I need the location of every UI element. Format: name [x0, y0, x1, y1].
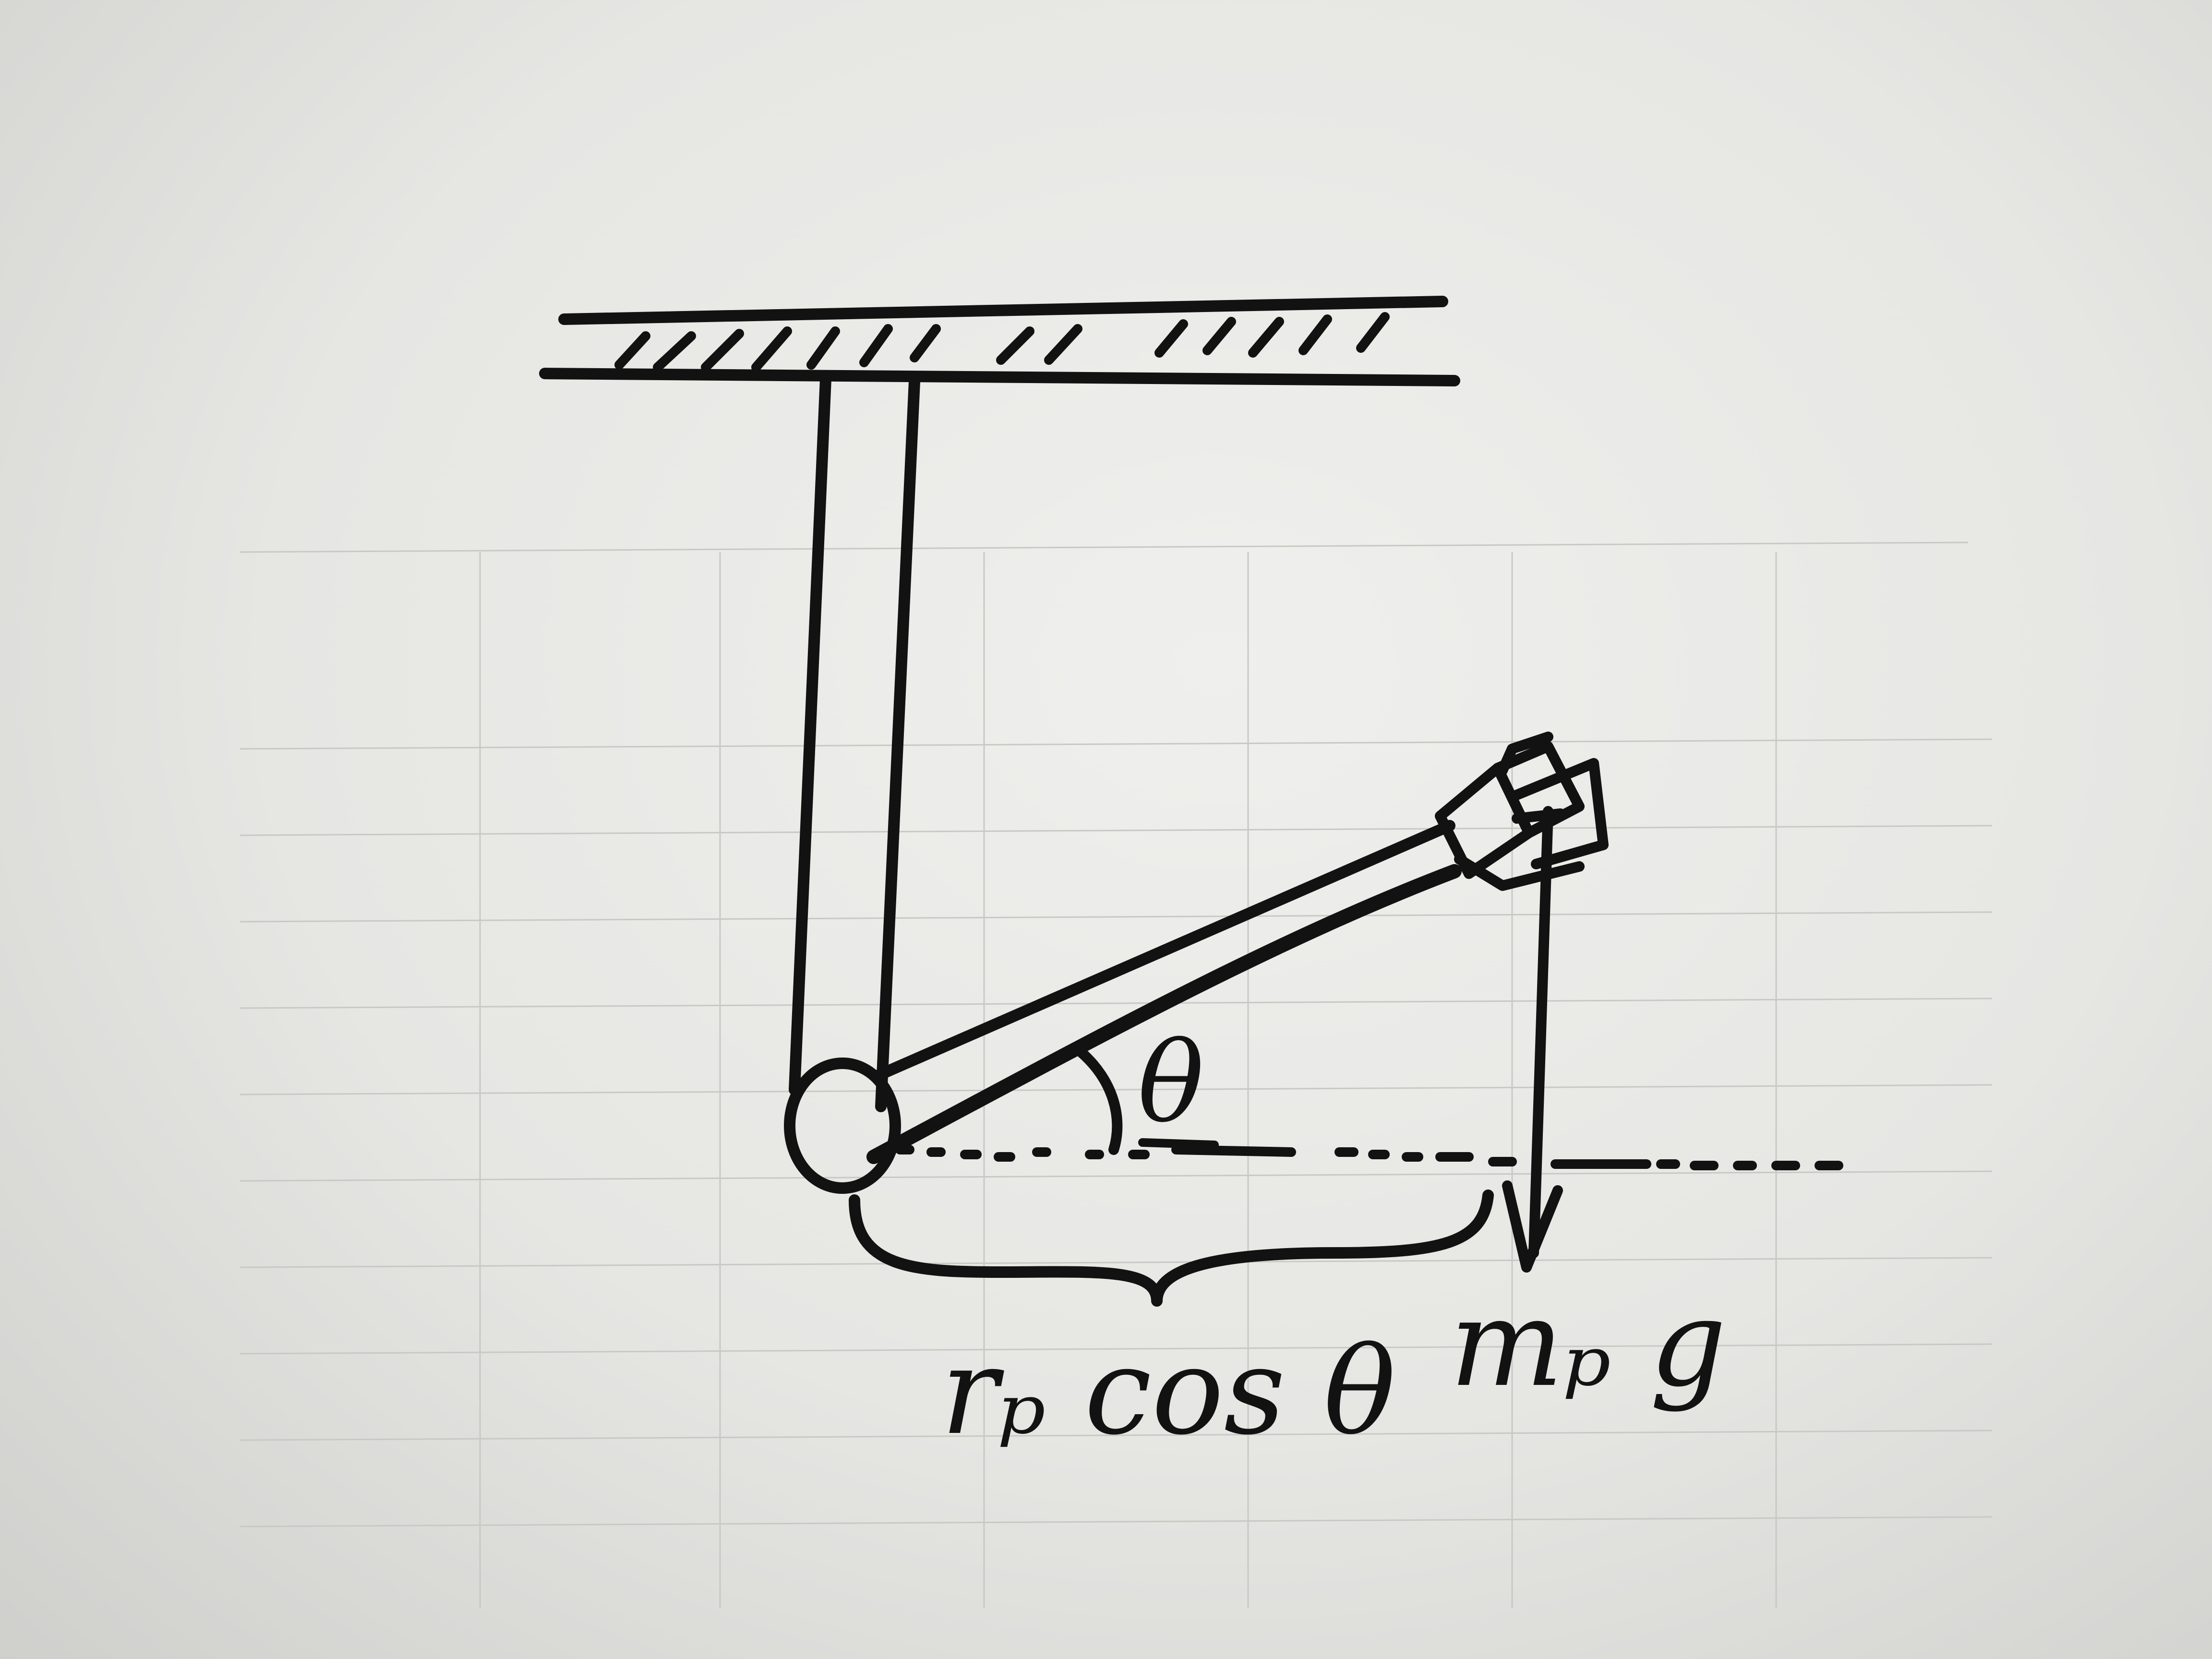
gripper	[1435, 732, 1609, 891]
horizontal-reference-line	[895, 1145, 1843, 1170]
bleed-through-grid	[240, 541, 1993, 1608]
pivot-joint	[784, 1058, 901, 1194]
moment-arm-brace	[849, 1190, 1494, 1307]
ceiling-support	[539, 296, 1460, 386]
weight-force-arrow	[1502, 806, 1563, 1273]
pendulum-arm	[866, 820, 1462, 1164]
ceiling-hatching	[614, 312, 1390, 372]
angle-label: θ	[1138, 1019, 1204, 1147]
angle-arc	[1075, 1046, 1123, 1155]
vertical-hanger	[789, 373, 920, 1112]
moment-arm-label: rₚ cos θ	[941, 1322, 1396, 1461]
force-label: mₚ g	[1450, 1274, 1727, 1413]
angle-label-underline	[1138, 1138, 1219, 1149]
